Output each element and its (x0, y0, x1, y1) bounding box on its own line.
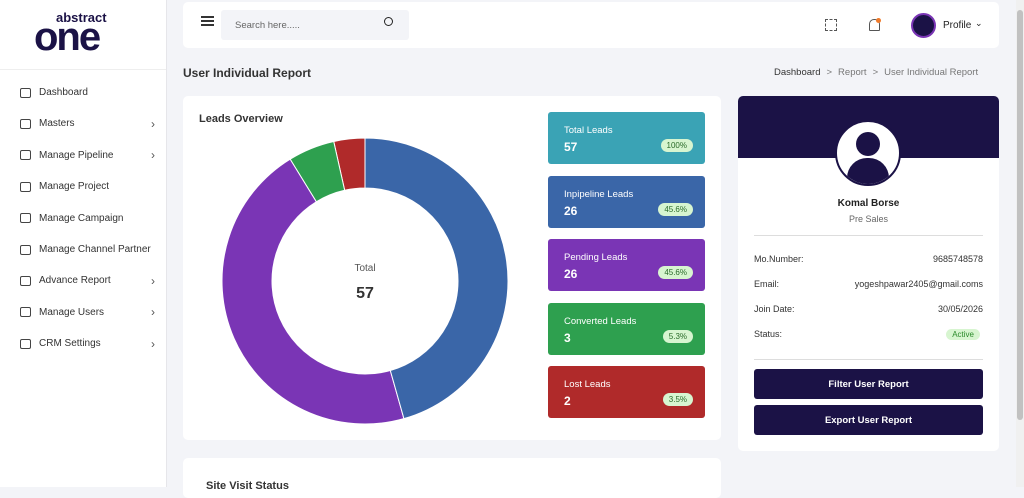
center-value: 57 (356, 285, 374, 302)
lead-label: Pending Leads (564, 252, 628, 263)
donut-segment[interactable] (221, 158, 405, 425)
nav-chevron: › (151, 336, 155, 351)
nav-icon (20, 275, 31, 286)
lead-card: Total Leads 57 100% (548, 112, 705, 164)
lead-percent: 45.6% (658, 202, 693, 216)
section-title: Site Visit Status (206, 480, 289, 492)
nav-icon (20, 338, 31, 349)
nav-label: Manage Pipeline (39, 149, 114, 161)
lead-value: 3 (564, 330, 571, 345)
nav-item[interactable]: CRM Settings › (20, 336, 155, 351)
scrollbar (1016, 0, 1024, 487)
chevron: ⌄ (975, 18, 983, 28)
separator: > (826, 67, 833, 78)
nav-item[interactable]: Dashboard (20, 87, 155, 98)
nav-item[interactable]: Manage Users › (20, 305, 155, 320)
nav-label: Masters (39, 118, 75, 130)
lead-label: Lost Leads (564, 379, 611, 390)
search-icon[interactable] (384, 17, 393, 26)
nav-chevron: › (151, 305, 155, 320)
field-label: Email: (754, 279, 780, 289)
nav-chevron: › (151, 273, 155, 288)
bell-icon[interactable] (869, 19, 880, 31)
profile-name: Komal Borse (837, 198, 900, 209)
nav-item[interactable]: Manage Pipeline › (20, 148, 155, 163)
nav-icon (20, 150, 31, 161)
lead-value: 57 (564, 140, 578, 154)
page-title: User Individual Report (183, 66, 312, 80)
card-title: Leads Overview (199, 113, 283, 125)
nav-icon (20, 181, 31, 192)
site-visit-card: Site Visit Status (183, 458, 721, 498)
notification-dot (876, 18, 881, 23)
profile-menu[interactable]: Profile (943, 20, 972, 31)
lead-label: Converted Leads (564, 315, 637, 327)
nav-item[interactable]: Manage Channel Partner (20, 244, 155, 255)
lead-card: Converted Leads 3 5.3% (548, 302, 705, 355)
sidebar: abstract one Dashboard Masters › Manage Pip… (0, 0, 167, 487)
lead-value: 26 (564, 267, 578, 281)
nav-label: Dashboard (39, 87, 88, 98)
field-value: 30/05/2026 (937, 304, 983, 314)
search-placeholder: Search here..... (235, 20, 300, 31)
lead-card: Lost Leads 2 3.5% (548, 366, 705, 418)
separator: > (872, 67, 879, 78)
logo-top: abstract (56, 10, 107, 25)
field-label: Status: (754, 329, 783, 339)
lead-percent: 45.6% (658, 266, 693, 279)
nav-label: Manage Campaign (39, 212, 124, 224)
nav-label: Advance Report (39, 275, 111, 287)
search[interactable]: Search here..... (221, 10, 409, 40)
donut-segment[interactable] (289, 140, 346, 203)
field-label: Join Date: (754, 304, 795, 314)
header: Search here..... Profile ⌄ (183, 2, 999, 48)
nav-item[interactable]: Advance Report › (20, 273, 155, 288)
nav-icon (20, 118, 31, 129)
status-badge: Active (946, 329, 980, 340)
field-value: yogeshpawar2405@gmail.coms (854, 279, 983, 289)
lead-percent: 100% (660, 139, 693, 152)
profile-avatar (835, 120, 901, 186)
profile-role: Pre Sales (848, 214, 889, 224)
center-label: Total (354, 263, 375, 274)
avatar[interactable] (911, 13, 936, 38)
donut-segment[interactable] (364, 137, 509, 420)
nav-icon (20, 213, 31, 224)
lead-percent: 3.5% (662, 393, 693, 406)
nav-icon (20, 307, 31, 318)
nav-label: CRM Settings (39, 338, 101, 350)
action-button[interactable]: Filter User Report (754, 369, 983, 399)
nav-chevron: › (151, 116, 155, 131)
field-label: Mo.Number: (754, 254, 804, 264)
nav-item[interactable]: Masters › (20, 116, 155, 131)
breadcrumb: Dashboard > Report > User Individual Report (774, 67, 978, 78)
lead-card: Inpipeline Leads 26 45.6% (548, 175, 705, 228)
breadcrumb-item[interactable]: Report (838, 67, 867, 78)
nav-item[interactable]: Manage Campaign (20, 213, 155, 224)
action-button[interactable]: Export User Report (754, 405, 983, 435)
field-value: 9685748578 (932, 254, 983, 264)
lead-percent: 5.3% (662, 329, 693, 343)
breadcrumb-item: User Individual Report (884, 67, 979, 78)
nav-label: Manage Project (39, 181, 110, 193)
lead-label: Inpipeline Leads (564, 188, 634, 200)
divider (0, 69, 166, 70)
nav-item[interactable]: Manage Project (20, 181, 155, 192)
fullscreen-icon[interactable] (825, 19, 837, 31)
lead-value: 26 (564, 203, 578, 218)
nav-label: Manage Channel Partner (39, 244, 151, 255)
logo-main: one (34, 15, 101, 59)
nav-chevron: › (151, 148, 155, 163)
lead-card: Pending Leads 26 45.6% (548, 239, 705, 291)
nav-label: Manage Users (39, 306, 105, 318)
nav-icon (20, 87, 31, 98)
lead-label: Total Leads (564, 125, 613, 136)
menu-icon[interactable] (201, 16, 214, 26)
nav-icon (20, 244, 31, 255)
breadcrumb-item[interactable]: Dashboard (774, 67, 821, 78)
donut-chart: Total 57 (221, 137, 509, 425)
lead-value: 2 (564, 394, 571, 408)
